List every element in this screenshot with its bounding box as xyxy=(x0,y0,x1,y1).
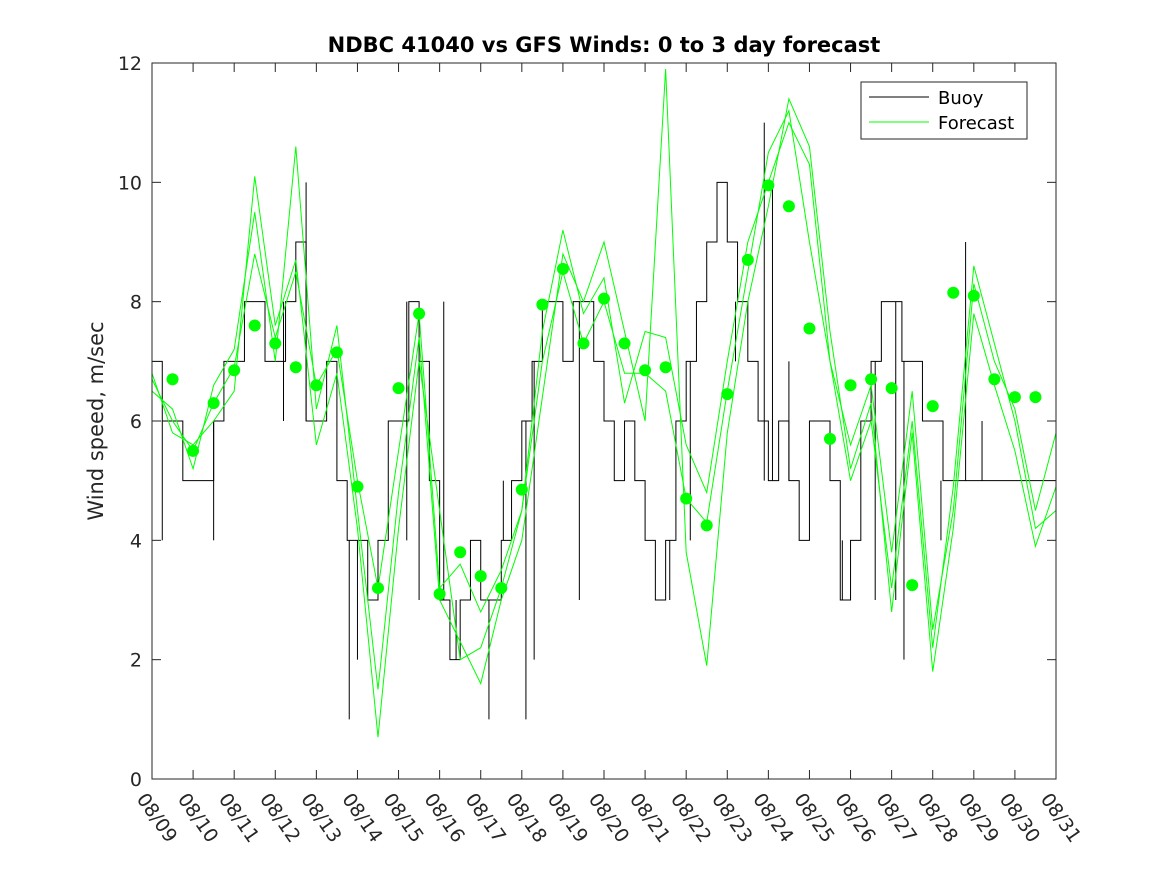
forecast-marker xyxy=(536,298,549,311)
y-tick-label: 6 xyxy=(130,411,142,433)
forecast-marker xyxy=(639,364,652,377)
forecast-marker xyxy=(700,519,713,532)
chart-title: NDBC 41040 vs GFS Winds: 0 to 3 day fore… xyxy=(328,33,881,57)
y-tick-label: 4 xyxy=(130,530,142,552)
y-tick-label: 10 xyxy=(118,172,142,194)
forecast-marker xyxy=(926,400,939,413)
y-axis-ticks: 0 2 4 6 8 10 12 xyxy=(118,53,1056,791)
buoy-line xyxy=(152,181,1056,661)
forecast-marker xyxy=(762,179,775,192)
y-tick-label: 8 xyxy=(130,292,142,314)
forecast-marker xyxy=(988,373,1001,386)
forecast-markers xyxy=(166,179,1042,601)
forecast-marker xyxy=(967,289,980,302)
forecast-line-3 xyxy=(151,121,1057,738)
forecast-marker xyxy=(865,373,878,386)
forecast-marker xyxy=(680,492,693,505)
forecast-marker xyxy=(803,322,816,335)
forecast-marker xyxy=(289,361,302,374)
forecast-marker xyxy=(1008,391,1021,404)
forecast-marker xyxy=(248,319,261,332)
forecast-marker xyxy=(269,337,282,350)
forecast-marker xyxy=(207,397,220,410)
forecast-marker xyxy=(1029,391,1042,404)
forecast-marker xyxy=(515,483,528,496)
legend: Buoy Forecast xyxy=(860,81,1028,140)
forecast-marker xyxy=(433,588,446,601)
forecast-marker xyxy=(577,337,590,350)
forecast-marker xyxy=(351,480,364,493)
forecast-marker xyxy=(782,200,795,213)
legend-box xyxy=(860,81,1028,140)
forecast-marker xyxy=(495,582,508,595)
forecast-marker xyxy=(618,337,631,350)
forecast-marker xyxy=(844,379,857,392)
forecast-marker xyxy=(454,546,467,559)
forecast-marker xyxy=(556,262,569,275)
forecast-marker xyxy=(659,361,672,374)
forecast-line-2 xyxy=(151,68,1057,690)
forecast-marker xyxy=(598,292,610,305)
forecast-marker xyxy=(372,582,384,595)
y-tick-label: 12 xyxy=(118,53,142,75)
legend-label-buoy: Buoy xyxy=(938,88,984,109)
forecast-marker xyxy=(741,253,754,266)
forecast-marker xyxy=(824,432,836,445)
forecast-marker xyxy=(885,382,898,395)
legend-label-forecast: Forecast xyxy=(938,113,1014,134)
y-tick-label: 0 xyxy=(130,769,142,791)
forecast-marker xyxy=(474,570,487,583)
y-tick-label: 2 xyxy=(130,650,142,672)
forecast-marker xyxy=(330,346,343,359)
forecast-marker xyxy=(906,579,919,592)
y-axis-label: Wind speed, m/sec xyxy=(84,321,108,520)
forecast-marker xyxy=(310,379,323,392)
forecast-marker xyxy=(413,307,426,320)
forecast-marker xyxy=(947,286,960,299)
forecast-marker xyxy=(721,388,734,401)
buoy-series xyxy=(152,122,1056,720)
forecast-marker xyxy=(187,444,200,457)
forecast-marker xyxy=(166,373,179,386)
forecast-marker xyxy=(228,364,241,377)
forecast-marker xyxy=(392,382,405,395)
